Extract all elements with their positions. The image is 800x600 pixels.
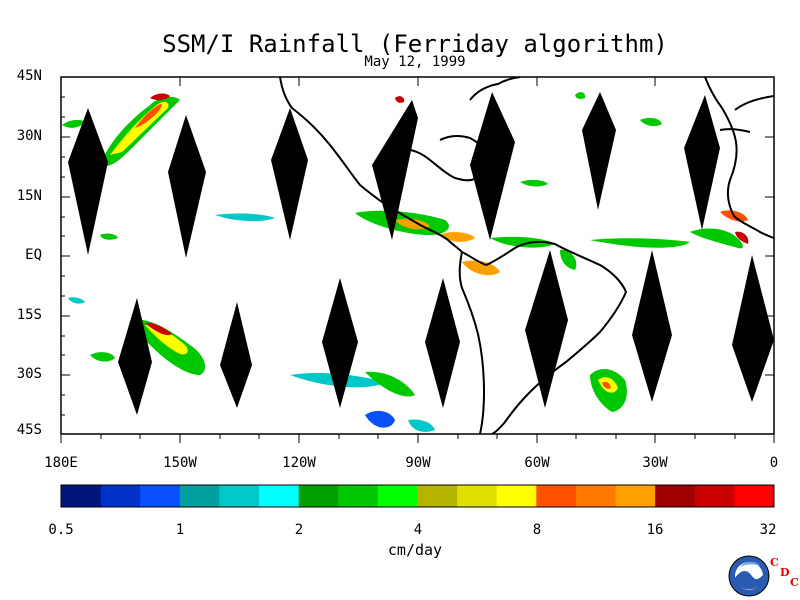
lat-label-45n: 45N (16, 68, 42, 84)
lon-ticks (60, 77, 775, 443)
colorbar-frame (60, 484, 775, 508)
lat-label-15n: 15N (16, 188, 42, 204)
lat-label-15s: 15S (16, 307, 42, 323)
colorbar-swatch (694, 485, 735, 507)
colorbar-swatch (298, 485, 339, 507)
colorbar-swatch (417, 485, 458, 507)
colorbar-swatch (615, 485, 656, 507)
lon-label-180e: 180E (44, 455, 78, 471)
lat-label-45s: 45S (16, 422, 42, 438)
colorbar-swatch (179, 485, 220, 507)
lon-label-0: 0 (769, 455, 779, 471)
rain-areas (62, 92, 749, 432)
colorbar-tick-label: 4 (413, 522, 423, 538)
colorbar-tick-label: 8 (532, 522, 542, 538)
lon-label-150w: 150W (163, 455, 197, 471)
colorbar-swatch (100, 485, 141, 507)
colorbar-swatch (259, 485, 300, 507)
colorbar (61, 485, 775, 507)
cdc-letter-c: C (770, 556, 779, 569)
colorbar-swatch (61, 485, 102, 507)
coastlines (279, 77, 774, 434)
colorbar-tick-label: 0.5 (48, 522, 74, 538)
no-data-swaths (68, 92, 774, 415)
map-frame (60, 76, 775, 435)
colorbar-swatch (655, 485, 696, 507)
colorbar-swatch (140, 485, 181, 507)
noaa-logo (728, 555, 770, 597)
cdc-letter-d: D (780, 566, 790, 579)
cdc-letter-c2: C (790, 576, 799, 589)
lon-label-30w: 30W (642, 455, 668, 471)
colorbar-swatch (575, 485, 617, 507)
colorbar-tick-label: 2 (294, 522, 304, 538)
colorbar-swatch (457, 485, 498, 507)
colorbar-tick-label: 16 (646, 522, 664, 538)
map-date: May 12, 1999 (364, 54, 466, 70)
lat-ticks (61, 76, 774, 435)
colorbar-swatch (219, 485, 260, 507)
lon-label-60w: 60W (524, 455, 550, 471)
lon-label-120w: 120W (282, 455, 316, 471)
lat-label-30n: 30N (16, 128, 42, 144)
colorbar-swatch (496, 485, 537, 507)
colorbar-swatch (734, 485, 775, 507)
lat-label-eq: EQ (25, 247, 42, 263)
lat-label-30s: 30S (16, 366, 42, 382)
colorbar-swatch (536, 485, 577, 507)
colorbar-swatch (377, 485, 418, 507)
lon-label-90w: 90W (405, 455, 431, 471)
colorbar-tick-label: 1 (175, 522, 185, 538)
colorbar-tick-label: 32 (759, 522, 777, 538)
map-title: SSM/I Rainfall (Ferriday algorithm) (162, 30, 668, 58)
colorbar-swatch (338, 485, 379, 507)
colorbar-unit: cm/day (387, 541, 443, 559)
